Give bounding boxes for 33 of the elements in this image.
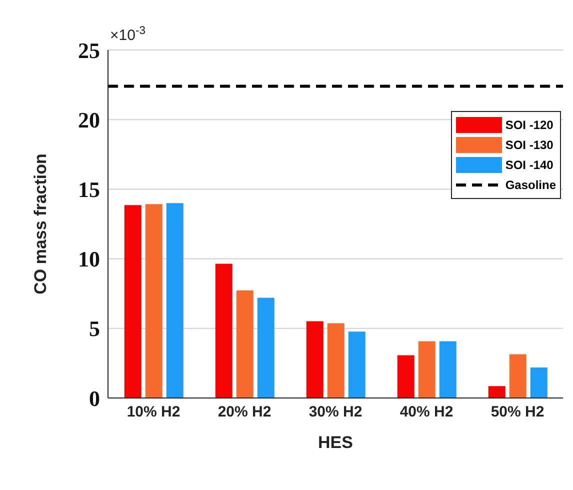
y-tick-label: 15 [78,177,100,202]
bar [306,321,324,398]
text: ×10$^{-3}$ [110,25,146,44]
x-tick-label: 20% H2 [218,404,272,421]
legend-label: SOI -130 [505,138,554,152]
bar [124,205,142,398]
bar [439,341,456,398]
x-tick-label: 30% H2 [308,404,362,421]
bar [166,203,184,398]
bar [530,368,548,398]
bar [215,264,232,398]
bar [327,323,344,398]
bar [348,332,366,398]
x-tick-label: 50% H2 [490,404,544,421]
bar [509,354,526,398]
y-axis-title: CO mass fraction [31,154,50,294]
bar [488,386,506,398]
bar [257,298,274,398]
legend-label: SOI -140 [505,158,554,172]
x-axis-title: HES [318,433,353,452]
bar [145,204,162,398]
x-tick-label: 40% H2 [400,404,454,421]
bar [418,341,436,398]
y-tick-label: 0 [89,386,100,411]
y-tick-label: 10 [78,246,100,272]
legend-label: Gasoline [505,178,556,192]
bar [397,355,414,398]
bar [236,290,254,398]
y-tick-label: 5 [89,316,100,342]
x-tick-label: 10% H2 [126,404,180,421]
y-tick-label: 25 [78,38,100,63]
legend-label: SOI -120 [505,118,554,132]
y-tick-label: 20 [78,107,100,132]
